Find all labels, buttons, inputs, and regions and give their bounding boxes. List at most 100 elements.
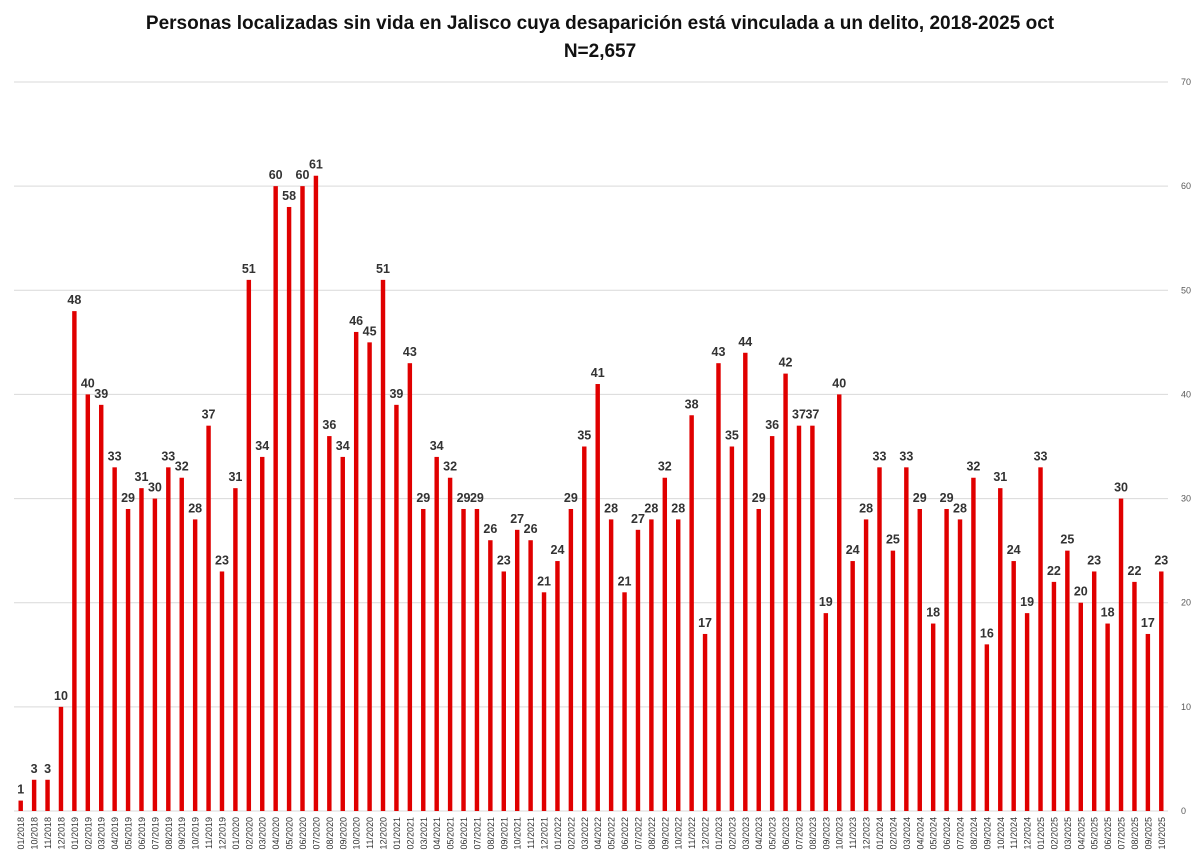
bar-07-2023 (796, 425, 802, 811)
bar-11-2019 (206, 425, 211, 811)
data-label: 17 (1141, 616, 1155, 630)
data-label: 21 (537, 574, 551, 588)
bar-09-2024 (984, 644, 990, 811)
bar-01-2018 (18, 800, 23, 811)
x-tick-label: 01/2020 (231, 817, 241, 850)
x-tick-label: 09/2021 (499, 817, 509, 850)
data-label: 28 (604, 501, 618, 515)
x-tick-label: 01/2018 (16, 817, 26, 850)
data-label: 33 (873, 449, 887, 463)
bar-08-2019 (166, 467, 171, 811)
data-label: 23 (1154, 553, 1168, 567)
x-tick-label: 04/2022 (593, 817, 603, 850)
data-label: 34 (255, 439, 269, 453)
data-label: 61 (309, 158, 323, 172)
x-tick-label: 11/2018 (43, 817, 53, 849)
x-tick-label: 05/2025 (1090, 817, 1100, 850)
data-label: 51 (242, 262, 256, 276)
data-label: 32 (175, 460, 189, 474)
data-label: 35 (577, 429, 591, 443)
data-label: 18 (926, 606, 940, 620)
bar-07-2019 (152, 498, 158, 811)
bar-05-2024 (930, 623, 936, 811)
data-label: 46 (349, 314, 363, 328)
x-tick-label: 07/2023 (794, 817, 804, 850)
bar-01-2020 (233, 488, 238, 811)
x-tick-label: 12/2019 (217, 817, 227, 850)
bar-04-2022 (595, 384, 600, 811)
x-tick-label: 02/2021 (405, 817, 415, 850)
x-tick-label: 11/2021 (526, 817, 536, 849)
bar-04-2025 (1078, 602, 1083, 811)
data-label: 25 (1060, 533, 1074, 547)
bar-08-2023 (810, 425, 815, 811)
bar-08-2025 (1132, 581, 1137, 811)
bar-09-2023 (823, 613, 829, 811)
x-tick-label: 04/2021 (432, 817, 442, 850)
x-tick-label: 11/2024 (1009, 817, 1019, 849)
data-label: 33 (108, 449, 122, 463)
data-label: 17 (698, 616, 712, 630)
data-label: 32 (443, 460, 457, 474)
x-tick-label: 10/2021 (513, 817, 523, 850)
data-label: 32 (658, 460, 672, 474)
data-label: 35 (725, 429, 739, 443)
x-tick-label: 10/2024 (996, 817, 1006, 850)
data-label: 28 (953, 501, 967, 515)
x-tick-label: 03/2019 (97, 817, 107, 850)
x-tick-label: 10/2020 (352, 817, 362, 850)
bar-03-2021 (421, 508, 426, 811)
bar-01-2024 (877, 467, 882, 811)
x-tick-label: 06/2021 (459, 817, 469, 850)
y-tick-label: 50 (1181, 285, 1191, 295)
bar-10-2025 (1159, 571, 1164, 811)
y-tick-label: 10 (1181, 702, 1191, 712)
bar-03-2024 (904, 467, 909, 811)
x-tick-label: 09/2023 (821, 817, 831, 850)
grid-lines (14, 81, 1168, 812)
bar-06-2025 (1105, 623, 1110, 811)
bar-09-2020 (340, 456, 345, 811)
bar-04-2020 (273, 186, 278, 812)
bar-07-2025 (1118, 498, 1124, 811)
x-tick-label: 02/2023 (727, 817, 737, 850)
data-label: 29 (940, 491, 954, 505)
bar-10-2018 (31, 779, 37, 811)
bar-01-2019 (72, 311, 77, 811)
x-tick-label: 06/2019 (137, 817, 147, 850)
x-tick-label: 05/2022 (607, 817, 617, 850)
bar-01-2021 (394, 404, 399, 811)
y-tick-label: 40 (1181, 389, 1191, 399)
x-tick-label: 06/2023 (781, 817, 791, 850)
data-label: 60 (269, 168, 283, 182)
bar-03-2023 (743, 352, 748, 811)
x-tick-label: 07/2024 (956, 817, 966, 850)
bar-09-2022 (662, 477, 668, 811)
data-label: 16 (980, 626, 994, 640)
x-tick-label: 12/2021 (540, 817, 550, 850)
x-tick-label: 11/2022 (687, 817, 697, 849)
y-tick-label: 30 (1181, 494, 1191, 504)
data-label: 25 (886, 533, 900, 547)
bar-07-2022 (635, 529, 641, 811)
x-tick-label: 09/2024 (982, 817, 992, 850)
data-label: 36 (322, 418, 336, 432)
data-label: 18 (1101, 606, 1115, 620)
data-label: 27 (631, 512, 645, 526)
bar-08-2024 (971, 477, 976, 811)
bar-12-2020 (380, 279, 386, 811)
bar-01-2022 (555, 561, 560, 811)
bar-12-2022 (702, 633, 708, 811)
bar-08-2021 (488, 540, 493, 811)
bar-05-2022 (608, 519, 614, 811)
bar-03-2020 (260, 456, 265, 811)
bar-07-2024 (957, 519, 963, 811)
bar-06-2022 (622, 592, 627, 811)
x-tick-label: 05/2021 (446, 817, 456, 850)
bar-06-2023 (783, 373, 788, 811)
bar-02-2019 (85, 394, 91, 811)
bar-11-2020 (367, 342, 372, 811)
data-label: 60 (296, 168, 310, 182)
bar-02-2021 (407, 363, 413, 811)
